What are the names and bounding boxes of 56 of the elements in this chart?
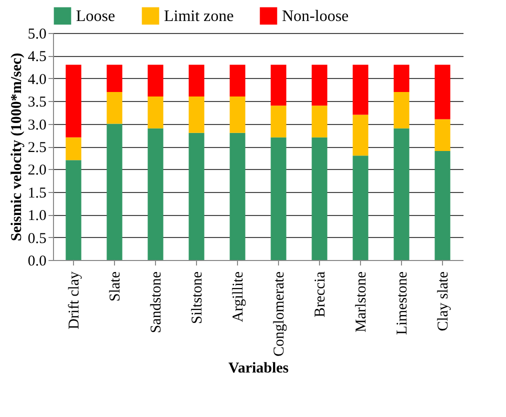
y-tick-label: 3.5 [28, 94, 46, 111]
x-tick-label: Siltstone [190, 271, 206, 324]
bar [230, 132, 246, 260]
bar [230, 96, 246, 133]
x-tick-label: Conglomerate [272, 271, 288, 356]
y-tick-label: 5.0 [28, 26, 46, 42]
x-tick-label: Marlstone [354, 271, 370, 332]
x-tick-label: Limestone [394, 271, 410, 335]
x-tick-label: Drift clay [66, 271, 82, 330]
bar [394, 128, 410, 260]
bar [230, 64, 246, 97]
x-tick-label: Argillite [230, 271, 246, 322]
bar [148, 96, 164, 128]
bar [312, 64, 328, 106]
x-axis-title: Variables [228, 360, 289, 376]
bar [434, 119, 450, 152]
x-tick-label: Sandstone [148, 271, 164, 334]
y-tick-label: 4.5 [28, 49, 46, 66]
bar [352, 156, 368, 260]
y-tick-label: 2.5 [28, 140, 46, 156]
x-tick-label: Breccia [312, 271, 328, 318]
bar [148, 128, 164, 260]
y-tick-label: 2.0 [28, 162, 46, 179]
bar [270, 64, 286, 106]
bar [312, 106, 328, 138]
bar [188, 64, 204, 97]
bar [188, 96, 204, 133]
y-tick-label: 0.5 [28, 230, 46, 247]
bar [352, 64, 368, 115]
x-tick-label: Clay slate [436, 271, 452, 332]
y-tick-label: 1.5 [28, 185, 46, 202]
bar [312, 137, 328, 260]
legend-label: Limit zone [164, 8, 234, 25]
y-tick-label: 0.0 [28, 254, 46, 270]
x-tick-label: Slate [108, 271, 124, 302]
bar [394, 92, 410, 128]
y-tick-label: 1.0 [28, 208, 46, 224]
bar [106, 64, 122, 92]
bar [188, 132, 204, 260]
bar [270, 137, 286, 260]
bar [270, 106, 286, 138]
bar [66, 64, 82, 138]
bar [394, 64, 410, 92]
bar [106, 124, 122, 260]
y-tick-label: 4.0 [28, 72, 46, 88]
legend-label: Non-loose [282, 8, 349, 25]
bar [66, 137, 82, 160]
bar [352, 114, 368, 156]
bar [148, 64, 164, 97]
bar [106, 92, 122, 124]
y-tick-label: 3.0 [28, 117, 46, 134]
bar [66, 160, 82, 260]
bar [434, 64, 450, 120]
y-axis-title: Seismic velocity (1000*m/sec) [8, 52, 25, 242]
bar [434, 151, 450, 260]
legend-label: Loose [76, 8, 116, 25]
